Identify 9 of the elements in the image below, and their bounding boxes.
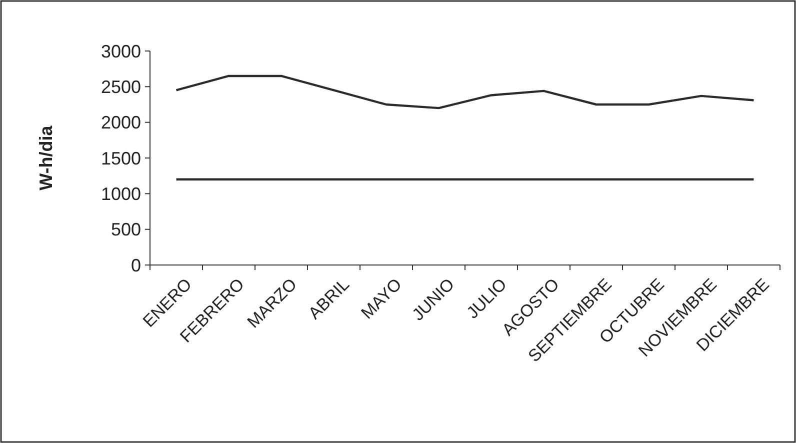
y-tick-label: 1500	[100, 148, 141, 168]
y-tick-label: 2000	[100, 112, 141, 133]
y-tick-label: 2500	[100, 76, 141, 97]
y-axis-title: W-h/dia	[36, 124, 56, 190]
y-tick-label: 3000	[100, 41, 141, 62]
line-series	[175, 74, 755, 110]
y-tick-label: 0	[130, 255, 141, 276]
y-tick-label: 1000	[100, 184, 141, 204]
y-tick-label: 500	[110, 220, 141, 240]
